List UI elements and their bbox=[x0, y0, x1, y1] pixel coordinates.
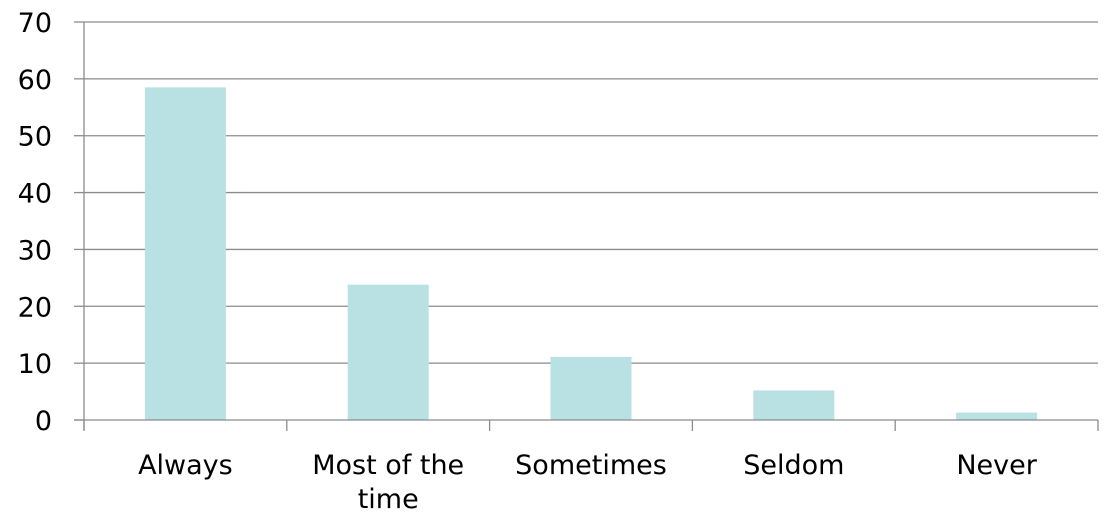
y-tick-label: 20 bbox=[18, 292, 52, 323]
x-tick-label: Always bbox=[138, 450, 233, 481]
bar-always bbox=[144, 87, 226, 420]
bar-never bbox=[956, 412, 1038, 420]
x-tick-label: Seldom bbox=[743, 450, 844, 481]
y-tick-label: 50 bbox=[18, 122, 52, 153]
bar-sometimes bbox=[550, 356, 632, 420]
x-tick-label: Never bbox=[956, 450, 1037, 481]
x-tick-label: Sometimes bbox=[515, 450, 667, 481]
x-axis-tick-labels: Always Most of the time Sometimes Seldom Neve… bbox=[138, 450, 1038, 514]
axes bbox=[74, 21, 1099, 431]
y-tick-label: 10 bbox=[18, 349, 52, 380]
y-tick-label: 40 bbox=[18, 179, 52, 210]
y-axis-tick-labels: 0 10 20 30 40 50 60 70 bbox=[18, 8, 52, 437]
bars bbox=[144, 87, 1038, 420]
bar-seldom bbox=[753, 390, 835, 420]
y-tick-label: 30 bbox=[18, 235, 52, 266]
y-tick-label: 60 bbox=[18, 65, 52, 96]
y-tick-label: 70 bbox=[18, 8, 52, 39]
gridlines bbox=[84, 21, 1098, 364]
y-tick-label: 0 bbox=[35, 406, 52, 437]
x-tick-label: Most of the time bbox=[312, 450, 464, 514]
bar-most-of-the-time bbox=[347, 284, 429, 420]
